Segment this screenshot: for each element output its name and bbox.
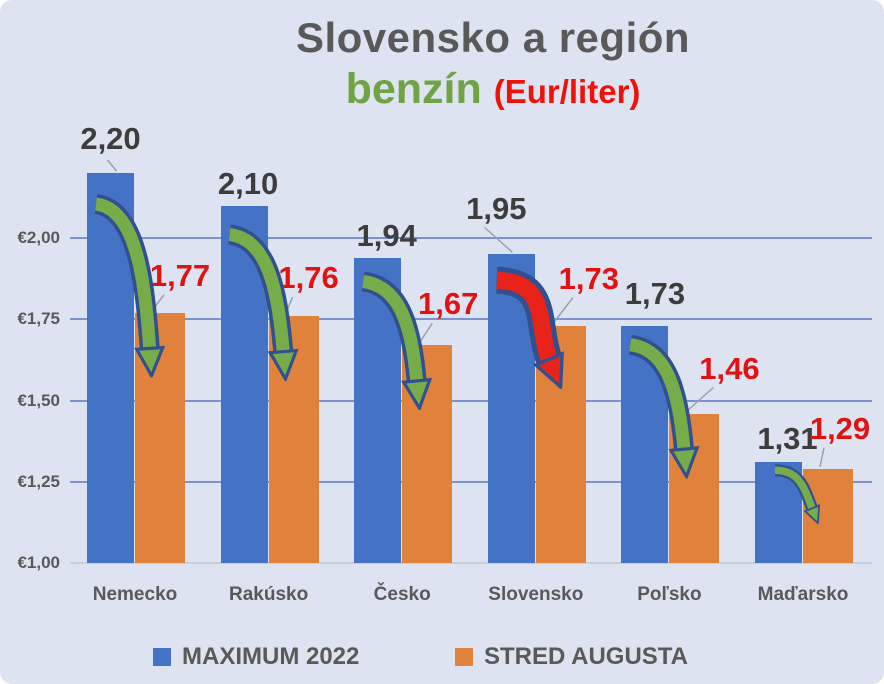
bar-stred-augusta-nemecko [135, 312, 185, 563]
bar-maximum-2022-cesko [354, 257, 402, 563]
y-axis-tick-label: €1,50 [17, 390, 60, 410]
value-label-august-madarsko: 1,29 [809, 410, 871, 446]
bar-stred-augusta-cesko [402, 345, 453, 563]
y-axis-tick-label: €1,75 [17, 309, 60, 329]
category-label-cesko: Česko [373, 584, 431, 605]
bar-stred-augusta-rakusko [268, 316, 319, 563]
y-axis-tick-label: €2,00 [17, 228, 60, 247]
category-label-slovensko: Slovensko [488, 584, 584, 605]
bar-maximum-2022-polsko [621, 325, 669, 563]
bar-stred-augusta-madarsko [803, 468, 853, 563]
bar-maximum-2022-madarsko [755, 462, 802, 563]
chart-title: Slovensko a región benzín (Eur/liter) [100, 14, 884, 113]
value-label-august-cesko: 1,67 [418, 286, 479, 322]
legend-swatch-maximum-2022 [153, 648, 171, 666]
legend-label-maximum-2022: MAXIMUM 2022 [182, 643, 360, 670]
value-label-maximum-polsko: 1,73 [624, 275, 686, 311]
category-label-madarsko: Maďarsko [757, 584, 849, 605]
value-label-maximum-cesko: 1,94 [356, 217, 417, 253]
category-label-nemecko: Nemecko [92, 584, 178, 605]
x-axis-line [70, 562, 872, 564]
gridline [70, 237, 872, 239]
value-label-august-polsko: 1,46 [699, 350, 760, 386]
value-label-maximum-rakusko: 2,10 [217, 165, 279, 201]
value-label-august-rakusko: 1,76 [278, 260, 339, 295]
bar-maximum-2022-rakusko [220, 205, 268, 563]
bar-maximum-2022-nemecko [87, 173, 134, 563]
y-axis-tick-label: €1,25 [17, 471, 60, 491]
value-label-maximum-madarsko: 1,31 [757, 421, 818, 457]
bar-stred-augusta-slovensko [535, 325, 586, 563]
chart-title-line2: benzín (Eur/liter) [100, 65, 884, 113]
category-label-polsko: Poľsko [637, 584, 702, 605]
value-label-august-nemecko: 1,77 [149, 257, 211, 293]
chart-title-unit: (Eur/liter) [493, 73, 641, 111]
bar-maximum-2022-slovensko [487, 254, 535, 563]
legend-item-stred-augusta: STRED AUGUSTA [455, 644, 688, 670]
gridline [70, 399, 872, 402]
chart-title-fuel: benzín [345, 65, 482, 114]
gridline [70, 318, 872, 321]
chart-title-line1: Slovensko a región [295, 14, 691, 61]
value-label-august-slovensko: 1,73 [558, 260, 619, 296]
category-label-rakusko: Rakúsko [228, 584, 309, 605]
gridline [70, 480, 872, 483]
legend-item-maximum-2022: MAXIMUM 2022 [153, 644, 359, 670]
value-label-maximum-slovensko: 1,95 [466, 191, 527, 227]
y-axis-tick-label: €1,00 [17, 553, 60, 572]
bar-stred-augusta-polsko [669, 413, 720, 563]
legend-label-stred-augusta: STRED AUGUSTA [484, 643, 688, 670]
legend-swatch-stred-augusta [455, 648, 473, 666]
value-label-maximum-nemecko: 2,20 [80, 121, 141, 156]
